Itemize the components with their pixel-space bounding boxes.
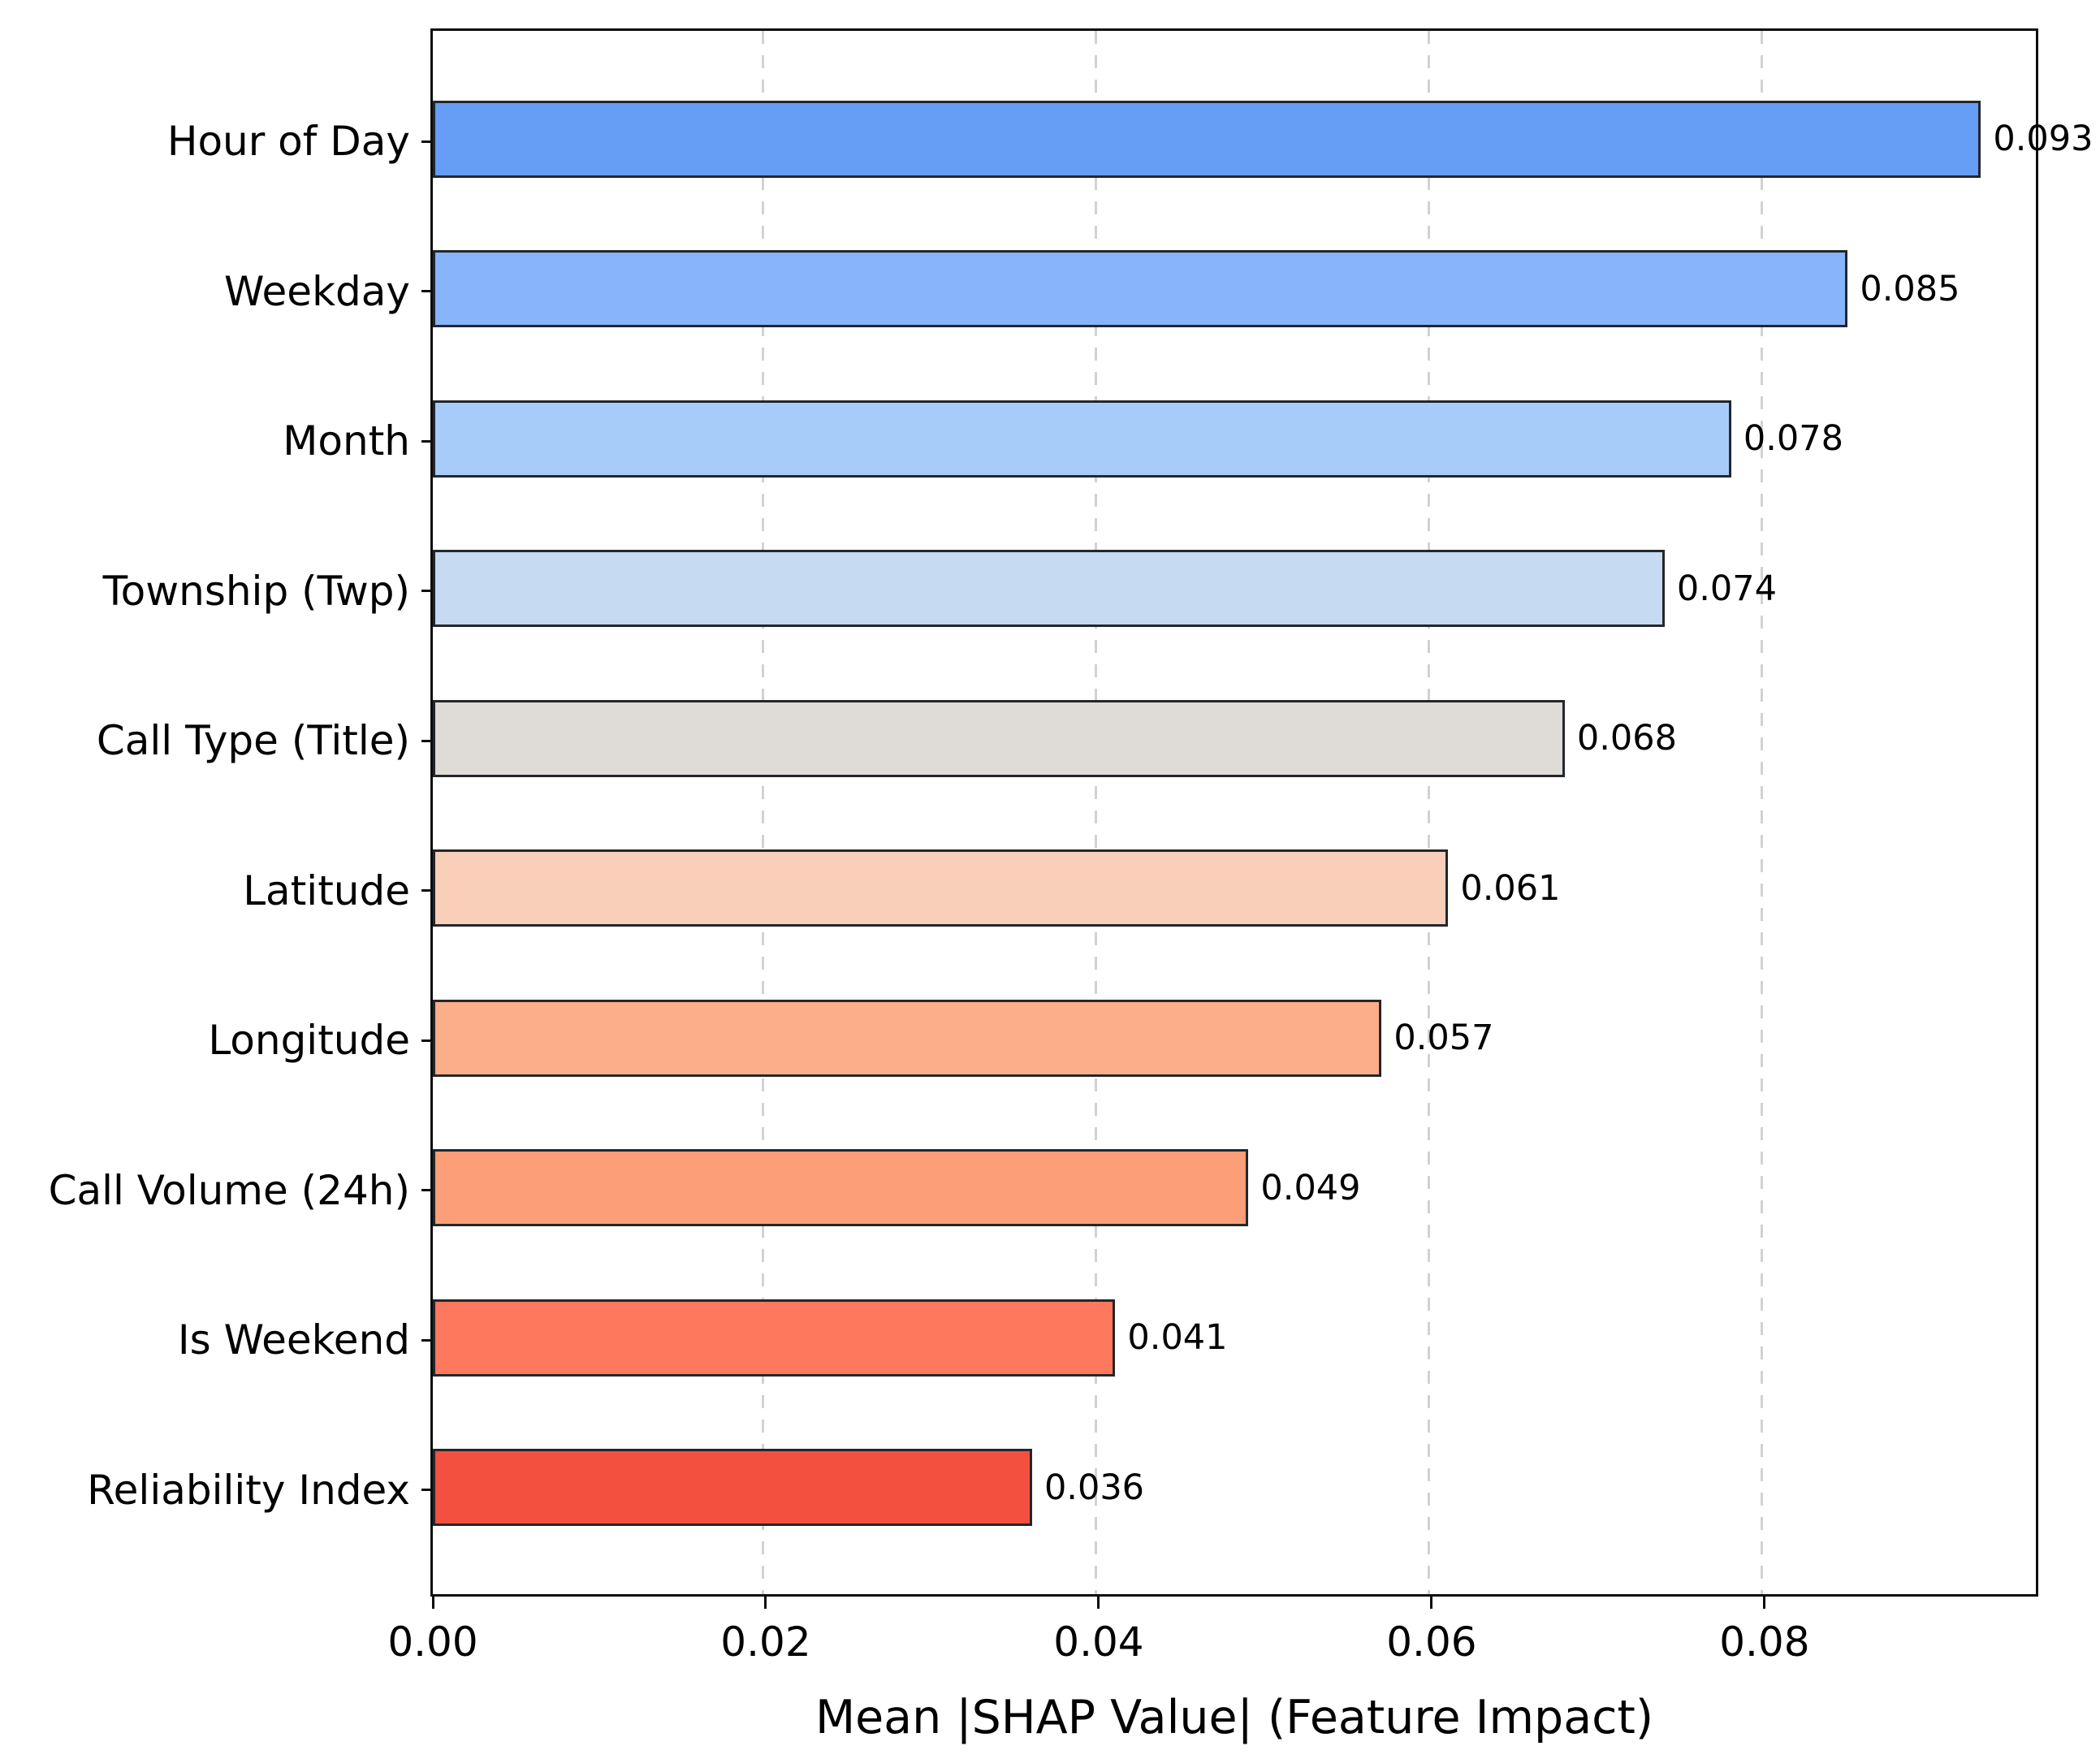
y-tick-mark xyxy=(421,1189,433,1191)
y-tick-label-reliability-index: Reliability Index xyxy=(87,1466,410,1514)
y-tick-mark xyxy=(421,739,433,742)
bar-value-label: 0.078 xyxy=(1743,418,1843,459)
y-tick-label-weekday: Weekday xyxy=(224,267,410,315)
x-tick-label: 0.02 xyxy=(720,1619,811,1666)
x-tick-mark xyxy=(1097,1597,1100,1609)
bar-hour-of-day xyxy=(433,100,1981,178)
y-tick-mark xyxy=(421,590,433,592)
x-tick-label: 0.00 xyxy=(387,1619,478,1666)
gridline-0.06 xyxy=(1428,31,1431,1594)
bar-is-weekend xyxy=(433,1299,1116,1377)
bar-longitude xyxy=(433,999,1382,1077)
bar-value-label: 0.049 xyxy=(1260,1167,1361,1208)
y-tick-mark xyxy=(421,290,433,292)
x-tick-mark xyxy=(764,1597,767,1609)
x-tick-mark xyxy=(431,1597,434,1609)
x-tick-label: 0.04 xyxy=(1053,1619,1144,1666)
y-tick-label-hour-of-day: Hour of Day xyxy=(166,118,410,165)
y-tick-mark xyxy=(421,439,433,443)
y-tick-label-longitude: Longitude xyxy=(208,1017,410,1064)
bar-reliability-index xyxy=(433,1449,1032,1526)
x-axis-title: Mean |SHAP Value| (Feature Impact) xyxy=(815,1691,1654,1744)
bar-call-volume-24h xyxy=(433,1149,1249,1226)
y-tick-mark xyxy=(421,140,433,143)
bar-value-label: 0.074 xyxy=(1676,568,1777,609)
y-tick-mark xyxy=(421,1039,433,1042)
bar-latitude xyxy=(433,849,1449,927)
y-tick-mark xyxy=(421,1338,433,1342)
x-tick-label: 0.06 xyxy=(1386,1619,1477,1666)
y-tick-mark xyxy=(421,1489,433,1491)
bar-value-label: 0.041 xyxy=(1127,1317,1228,1358)
bar-weekday xyxy=(433,250,1848,327)
bar-value-label: 0.068 xyxy=(1576,718,1677,758)
plot-area: 0.093 0.085 0.078 0.074 0.068 0.061 0.057 0.049… xyxy=(430,28,2093,1597)
x-tick-label: 0.08 xyxy=(1719,1619,1810,1666)
bar-township-twp xyxy=(433,550,1665,627)
bar-value-label: 0.061 xyxy=(1460,867,1561,909)
y-tick-label-latitude: Latitude xyxy=(243,867,410,914)
bar-value-label: 0.093 xyxy=(1993,119,2094,159)
x-tick-mark xyxy=(1763,1597,1766,1609)
bar-value-label: 0.057 xyxy=(1394,1018,1494,1058)
gridline-0.02 xyxy=(762,31,765,1594)
y-tick-label-call-volume-24h: Call Volume (24h) xyxy=(48,1166,410,1214)
bar-month xyxy=(433,400,1731,478)
bar-value-label: 0.085 xyxy=(1860,268,1960,309)
y-tick-label-is-weekend: Is Weekend xyxy=(177,1316,410,1364)
y-tick-label-township-twp: Township (Twp) xyxy=(102,567,410,615)
gridline-0.04 xyxy=(1095,31,1098,1594)
gridline-0.08 xyxy=(1761,31,1764,1594)
y-tick-mark xyxy=(421,889,433,892)
bar-call-type-title xyxy=(433,699,1565,777)
y-tick-label-call-type-title: Call Type (Title) xyxy=(96,717,410,764)
bar-value-label: 0.036 xyxy=(1044,1467,1145,1508)
y-tick-label-month: Month xyxy=(283,417,410,465)
x-tick-mark xyxy=(1430,1597,1433,1609)
